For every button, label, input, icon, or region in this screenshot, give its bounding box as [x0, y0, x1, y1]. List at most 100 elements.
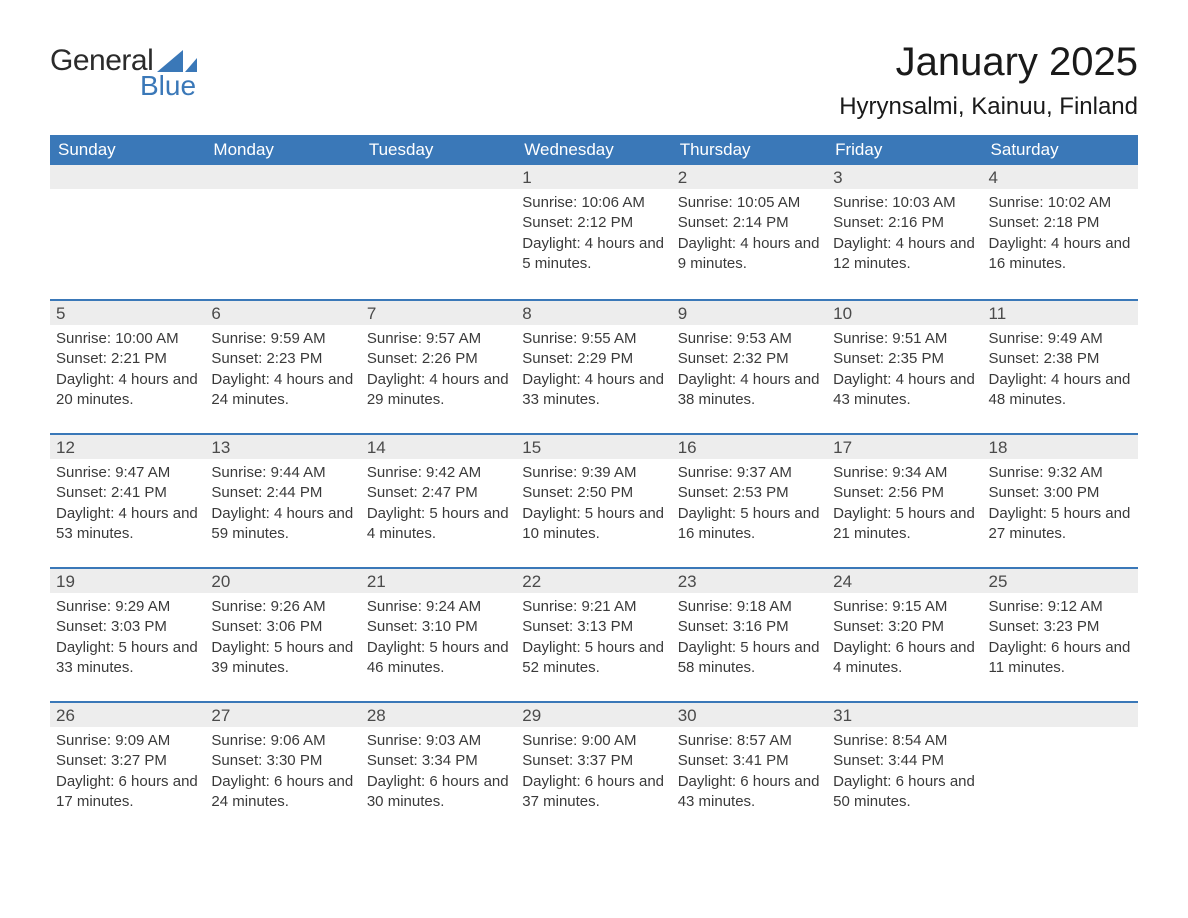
day-number: 11 — [983, 301, 1138, 325]
daylight-text: Daylight: 5 hours and 58 minutes. — [678, 638, 821, 679]
title-block: January 2025 Hyrynsalmi, Kainuu, Finland — [839, 40, 1138, 121]
sunset-text: Sunset: 2:47 PM — [367, 483, 510, 503]
day-number: 5 — [50, 301, 205, 325]
daylight-text: Daylight: 4 hours and 20 minutes. — [56, 370, 199, 411]
day-number: 6 — [205, 301, 360, 325]
calendar-day: 5Sunrise: 10:00 AMSunset: 2:21 PMDayligh… — [50, 301, 205, 429]
daylight-text: Daylight: 6 hours and 43 minutes. — [678, 772, 821, 813]
sunrise-text: Sunrise: 9:39 AM — [522, 463, 665, 483]
sunset-text: Sunset: 3:10 PM — [367, 617, 510, 637]
sunrise-text: Sunrise: 9:21 AM — [522, 597, 665, 617]
sunset-text: Sunset: 3:37 PM — [522, 751, 665, 771]
weekday-header: Sunday — [50, 135, 205, 165]
flag-icon — [157, 50, 197, 72]
day-content: Sunrise: 9:06 AMSunset: 3:30 PMDaylight:… — [205, 727, 360, 822]
sunset-text: Sunset: 2:26 PM — [367, 349, 510, 369]
calendar-day: 19Sunrise: 9:29 AMSunset: 3:03 PMDayligh… — [50, 569, 205, 697]
calendar-day: 9Sunrise: 9:53 AMSunset: 2:32 PMDaylight… — [672, 301, 827, 429]
day-number — [361, 165, 516, 189]
calendar-day: 2Sunrise: 10:05 AMSunset: 2:14 PMDayligh… — [672, 165, 827, 295]
day-number: 7 — [361, 301, 516, 325]
day-content: Sunrise: 9:32 AMSunset: 3:00 PMDaylight:… — [983, 459, 1138, 554]
daylight-text: Daylight: 6 hours and 11 minutes. — [989, 638, 1132, 679]
day-content: Sunrise: 9:03 AMSunset: 3:34 PMDaylight:… — [361, 727, 516, 822]
calendar-day: 11Sunrise: 9:49 AMSunset: 2:38 PMDayligh… — [983, 301, 1138, 429]
sunset-text: Sunset: 2:32 PM — [678, 349, 821, 369]
weekday-header: Wednesday — [516, 135, 671, 165]
day-number: 24 — [827, 569, 982, 593]
daylight-text: Daylight: 4 hours and 59 minutes. — [211, 504, 354, 545]
sunrise-text: Sunrise: 10:06 AM — [522, 193, 665, 213]
daylight-text: Daylight: 5 hours and 16 minutes. — [678, 504, 821, 545]
sunset-text: Sunset: 3:20 PM — [833, 617, 976, 637]
weekday-header: Tuesday — [361, 135, 516, 165]
day-content: Sunrise: 10:00 AMSunset: 2:21 PMDaylight… — [50, 325, 205, 420]
calendar-week: 19Sunrise: 9:29 AMSunset: 3:03 PMDayligh… — [50, 567, 1138, 697]
daylight-text: Daylight: 6 hours and 24 minutes. — [211, 772, 354, 813]
sunrise-text: Sunrise: 9:12 AM — [989, 597, 1132, 617]
sunset-text: Sunset: 2:29 PM — [522, 349, 665, 369]
sunrise-text: Sunrise: 9:42 AM — [367, 463, 510, 483]
sunrise-text: Sunrise: 9:44 AM — [211, 463, 354, 483]
sunset-text: Sunset: 2:38 PM — [989, 349, 1132, 369]
weekday-header: Monday — [205, 135, 360, 165]
day-content: Sunrise: 9:55 AMSunset: 2:29 PMDaylight:… — [516, 325, 671, 420]
calendar-day: 27Sunrise: 9:06 AMSunset: 3:30 PMDayligh… — [205, 703, 360, 831]
daylight-text: Daylight: 4 hours and 43 minutes. — [833, 370, 976, 411]
daylight-text: Daylight: 6 hours and 50 minutes. — [833, 772, 976, 813]
sunset-text: Sunset: 2:16 PM — [833, 213, 976, 233]
day-content: Sunrise: 9:09 AMSunset: 3:27 PMDaylight:… — [50, 727, 205, 822]
sunrise-text: Sunrise: 9:53 AM — [678, 329, 821, 349]
calendar-day: 26Sunrise: 9:09 AMSunset: 3:27 PMDayligh… — [50, 703, 205, 831]
calendar-day: 18Sunrise: 9:32 AMSunset: 3:00 PMDayligh… — [983, 435, 1138, 563]
day-content: Sunrise: 9:51 AMSunset: 2:35 PMDaylight:… — [827, 325, 982, 420]
day-content: Sunrise: 9:21 AMSunset: 3:13 PMDaylight:… — [516, 593, 671, 688]
calendar-day: 31Sunrise: 8:54 AMSunset: 3:44 PMDayligh… — [827, 703, 982, 831]
sunset-text: Sunset: 2:41 PM — [56, 483, 199, 503]
day-content: Sunrise: 9:47 AMSunset: 2:41 PMDaylight:… — [50, 459, 205, 554]
day-content: Sunrise: 10:05 AMSunset: 2:14 PMDaylight… — [672, 189, 827, 284]
day-number: 16 — [672, 435, 827, 459]
day-number: 23 — [672, 569, 827, 593]
day-content: Sunrise: 9:39 AMSunset: 2:50 PMDaylight:… — [516, 459, 671, 554]
daylight-text: Daylight: 5 hours and 21 minutes. — [833, 504, 976, 545]
day-content: Sunrise: 10:02 AMSunset: 2:18 PMDaylight… — [983, 189, 1138, 284]
sunset-text: Sunset: 2:21 PM — [56, 349, 199, 369]
brand-word1: General — [50, 44, 153, 78]
calendar-day: 30Sunrise: 8:57 AMSunset: 3:41 PMDayligh… — [672, 703, 827, 831]
calendar-week: 12Sunrise: 9:47 AMSunset: 2:41 PMDayligh… — [50, 433, 1138, 563]
day-number: 4 — [983, 165, 1138, 189]
sunrise-text: Sunrise: 10:03 AM — [833, 193, 976, 213]
sunrise-text: Sunrise: 9:26 AM — [211, 597, 354, 617]
calendar-day: 23Sunrise: 9:18 AMSunset: 3:16 PMDayligh… — [672, 569, 827, 697]
page-header: General Blue January 2025 Hyrynsalmi, Ka… — [50, 40, 1138, 121]
day-content: Sunrise: 9:57 AMSunset: 2:26 PMDaylight:… — [361, 325, 516, 420]
sunset-text: Sunset: 3:06 PM — [211, 617, 354, 637]
weekday-header: Thursday — [672, 135, 827, 165]
day-number: 8 — [516, 301, 671, 325]
sunset-text: Sunset: 2:53 PM — [678, 483, 821, 503]
calendar-day: 24Sunrise: 9:15 AMSunset: 3:20 PMDayligh… — [827, 569, 982, 697]
day-number: 30 — [672, 703, 827, 727]
sunrise-text: Sunrise: 9:59 AM — [211, 329, 354, 349]
day-content: Sunrise: 10:03 AMSunset: 2:16 PMDaylight… — [827, 189, 982, 284]
day-number: 29 — [516, 703, 671, 727]
day-number: 9 — [672, 301, 827, 325]
sunrise-text: Sunrise: 10:00 AM — [56, 329, 199, 349]
day-number — [983, 703, 1138, 727]
day-content: Sunrise: 9:29 AMSunset: 3:03 PMDaylight:… — [50, 593, 205, 688]
sunrise-text: Sunrise: 9:00 AM — [522, 731, 665, 751]
sunrise-text: Sunrise: 9:34 AM — [833, 463, 976, 483]
day-number: 19 — [50, 569, 205, 593]
weekday-header-row: Sunday Monday Tuesday Wednesday Thursday… — [50, 135, 1138, 165]
daylight-text: Daylight: 4 hours and 5 minutes. — [522, 234, 665, 275]
calendar-day: 6Sunrise: 9:59 AMSunset: 2:23 PMDaylight… — [205, 301, 360, 429]
sunset-text: Sunset: 3:34 PM — [367, 751, 510, 771]
weekday-header: Friday — [827, 135, 982, 165]
day-number: 20 — [205, 569, 360, 593]
daylight-text: Daylight: 5 hours and 33 minutes. — [56, 638, 199, 679]
daylight-text: Daylight: 6 hours and 17 minutes. — [56, 772, 199, 813]
day-number: 25 — [983, 569, 1138, 593]
day-number: 1 — [516, 165, 671, 189]
calendar-day: 7Sunrise: 9:57 AMSunset: 2:26 PMDaylight… — [361, 301, 516, 429]
